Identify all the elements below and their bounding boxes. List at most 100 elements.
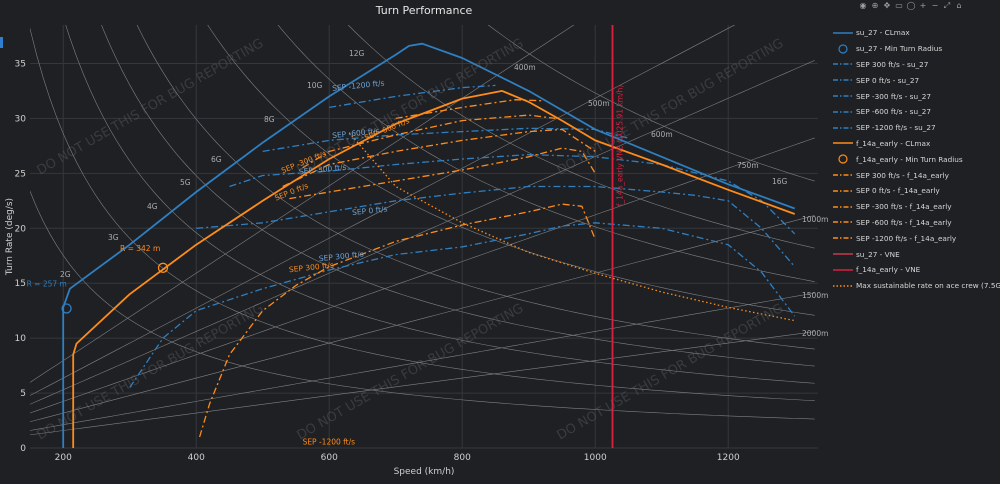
- g-reference-line: [101, 25, 815, 367]
- lasso-icon[interactable]: ◯: [906, 1, 916, 10]
- legend-item[interactable]: SEP -300 ft/s - su_27: [832, 88, 1000, 104]
- series-line: [62, 42, 796, 448]
- radius-line-label: 1500m: [802, 291, 828, 300]
- legend-item[interactable]: f_14a_early - CLmax: [832, 136, 1000, 152]
- g-line-label: 6G: [211, 155, 222, 164]
- legend-item[interactable]: SEP 300 ft/s - su_27: [832, 57, 1000, 73]
- legend-label: SEP 0 ft/s - f_14a_early: [856, 186, 940, 196]
- panel-tab-indicator[interactable]: [0, 37, 3, 48]
- legend-label: SEP -600 ft/s - f_14a_early: [856, 217, 952, 227]
- legend-label: SEP 300 ft/s - f_14a_early: [856, 170, 949, 180]
- y-tick-label: 10: [15, 334, 27, 344]
- legend-item[interactable]: Max sustainable rate on ace crew (7.5G): [832, 278, 1000, 294]
- legend-swatch: [833, 63, 853, 66]
- legend-item[interactable]: SEP -600 ft/s - su_27: [832, 104, 1000, 120]
- min-radius-marker: [61, 303, 72, 314]
- legend-item[interactable]: SEP 0 ft/s - su_27: [832, 72, 1000, 88]
- legend-label: su_27 - VNE: [856, 249, 900, 259]
- zoom-in-icon[interactable]: +: [919, 1, 927, 10]
- legend-item[interactable]: su_27 - Min Turn Radius: [832, 41, 1000, 57]
- legend-label: f_14a_early - CLmax: [856, 138, 931, 148]
- legend-item[interactable]: SEP -1200 ft/s - f_14a_early: [832, 230, 1000, 246]
- g-reference-line: [30, 190, 815, 420]
- zoom-out-icon[interactable]: −: [931, 1, 939, 10]
- min-radius-marker: [157, 262, 169, 273]
- series-line: [302, 114, 556, 169]
- legend-label: SEP -1200 ft/s - su_27: [856, 123, 936, 133]
- legend-swatch: [833, 126, 853, 129]
- legend-swatch: [833, 221, 853, 224]
- legend-item[interactable]: SEP 0 ft/s - f_14a_early: [832, 183, 1000, 199]
- radius-line-label: 600m: [651, 130, 673, 139]
- legend-swatch: [833, 269, 853, 271]
- radius-reference-line: [30, 137, 815, 414]
- legend-item[interactable]: su_27 - VNE: [832, 246, 1000, 262]
- legend-label: Max sustainable rate on ace crew (7.5G): [856, 281, 1000, 291]
- watermark-text: DO NOT USE THIS FOR BUG REPORTING: [35, 36, 267, 178]
- series-line: [129, 222, 796, 388]
- series-line: [289, 147, 596, 200]
- x-tick-label: 1200: [717, 453, 740, 463]
- x-tick-label: 400: [188, 453, 205, 463]
- legend-item[interactable]: SEP -300 ft/s - f_14a_early: [832, 199, 1000, 215]
- box-select-icon[interactable]: ▭: [895, 1, 903, 10]
- legend-item[interactable]: SEP 300 ft/s - f_14a_early: [832, 167, 1000, 183]
- series-line: [72, 90, 796, 448]
- legend-swatch: [833, 174, 853, 176]
- legend-swatch: [833, 237, 853, 239]
- g-line-label: 8G: [264, 115, 275, 124]
- g-line-label: 5G: [180, 178, 191, 187]
- series-line: [198, 203, 596, 438]
- radius-reference-line: [30, 25, 575, 383]
- zoom-icon[interactable]: ⊕: [871, 1, 879, 10]
- g-line-label: 2G: [60, 270, 71, 279]
- x-axis-title: Speed (km/h): [394, 467, 455, 477]
- x-tick-label: 600: [321, 453, 338, 463]
- y-tick-label: 35: [15, 59, 26, 69]
- g-line-label: 16G: [772, 177, 788, 186]
- legend-item[interactable]: f_14a_early - VNE: [832, 262, 1000, 278]
- legend-label: SEP 0 ft/s - su_27: [856, 75, 920, 85]
- min-radius-label: R = 342 m: [120, 244, 160, 253]
- g-reference-line: [277, 25, 815, 282]
- sep-annotation: SEP 300 ft/s: [289, 261, 335, 275]
- g-line-label: 10G: [307, 81, 323, 90]
- pan-icon[interactable]: ✥: [883, 1, 891, 10]
- legend-swatch: [838, 154, 848, 164]
- sep-annotation: SEP -1200 ft/s: [332, 78, 385, 92]
- legend-item[interactable]: f_14a_early - Min Turn Radius: [832, 151, 1000, 167]
- y-tick-label: 5: [20, 389, 26, 399]
- plot-modebar: ◉ ⊕ ✥ ▭ ◯ + − ⤢ ⌂: [858, 1, 998, 13]
- legend-item[interactable]: su_27 - CLmax: [832, 25, 1000, 41]
- legend-swatch: [833, 111, 853, 113]
- y-tick-label: 0: [20, 444, 26, 454]
- radius-line-label: 750m: [737, 161, 759, 170]
- y-tick-label: 25: [15, 169, 26, 179]
- camera-icon[interactable]: ◉: [859, 1, 867, 10]
- legend-label: f_14a_early - Min Turn Radius: [856, 154, 963, 164]
- g-reference-line: [136, 25, 815, 350]
- chart-legend: su_27 - CLmax su_27 - Min Turn Radius SEP …: [832, 25, 1000, 294]
- radius-reference-line: [30, 215, 815, 423]
- g-line-label: 12G: [349, 49, 365, 58]
- g-reference-line: [347, 25, 815, 249]
- g-line-label: 4G: [147, 202, 158, 211]
- sep-annotation: SEP 0 ft/s: [352, 204, 388, 217]
- y-axis-title: Turn Rate (deg/s): [5, 198, 15, 276]
- watermark-text: DO NOT USE THIS FOR BUG REPORTING: [555, 301, 787, 443]
- g-line-label: 3G: [108, 233, 119, 242]
- g-reference-line: [207, 25, 815, 316]
- sep-annotation: SEP 0 ft/s: [273, 181, 309, 203]
- legend-label: f_14a_early - VNE: [856, 265, 921, 275]
- reset-axes-icon[interactable]: ⌂: [956, 1, 962, 10]
- legend-item[interactable]: SEP -1200 ft/s - su_27: [832, 120, 1000, 136]
- legend-item[interactable]: SEP -600 ft/s - f_14a_early: [832, 215, 1000, 231]
- legend-swatch: [833, 142, 853, 145]
- sep-annotation: SEP -1200 ft/s: [303, 438, 356, 447]
- series-line: [282, 128, 596, 188]
- legend-swatch: [833, 79, 853, 82]
- y-tick-label: 15: [15, 279, 26, 289]
- legend-label: su_27 - Min Turn Radius: [856, 44, 943, 54]
- autoscale-icon[interactable]: ⤢: [943, 1, 951, 10]
